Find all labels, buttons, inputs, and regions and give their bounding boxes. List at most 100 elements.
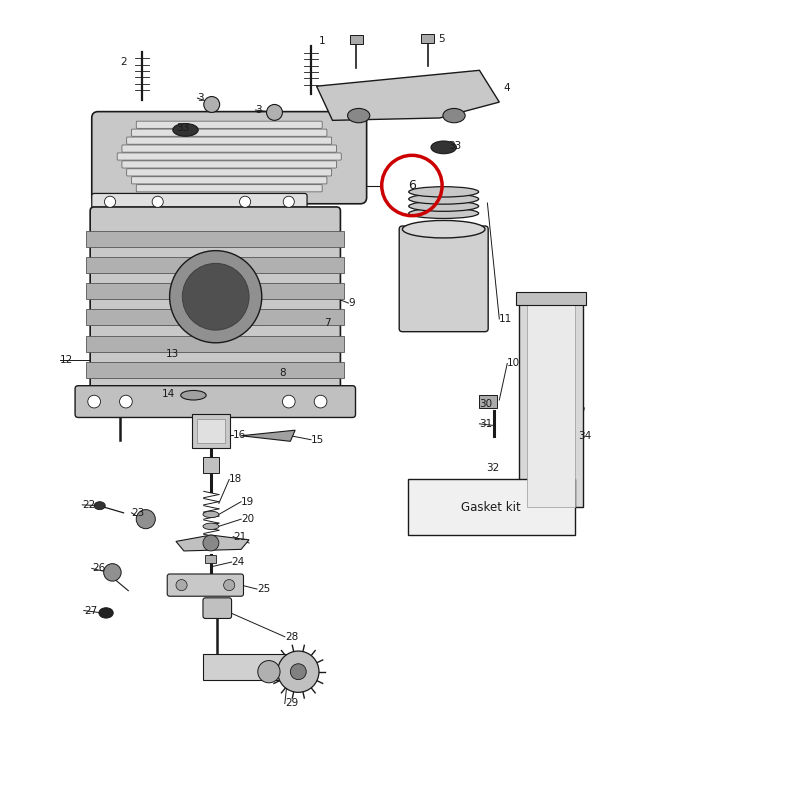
Text: 3: 3 [198, 93, 204, 103]
FancyBboxPatch shape [126, 169, 332, 176]
FancyBboxPatch shape [92, 112, 366, 204]
Bar [350, 35, 362, 44]
Text: 11: 11 [499, 314, 513, 324]
Text: 10: 10 [507, 358, 520, 369]
FancyBboxPatch shape [203, 654, 286, 680]
Text: 20: 20 [241, 514, 254, 524]
Text: 14: 14 [162, 389, 175, 398]
Bar [197, 419, 226, 443]
Text: 25: 25 [257, 584, 270, 594]
Bar [408, 479, 574, 535]
Circle shape [283, 196, 294, 207]
Text: 8: 8 [279, 368, 286, 378]
Ellipse shape [409, 201, 478, 211]
Ellipse shape [181, 390, 206, 400]
Text: 7: 7 [325, 318, 331, 328]
Text: 33: 33 [448, 141, 461, 150]
Polygon shape [317, 70, 499, 120]
FancyBboxPatch shape [75, 386, 355, 418]
Circle shape [104, 564, 121, 581]
Ellipse shape [409, 186, 478, 197]
Circle shape [266, 105, 282, 120]
Text: 3: 3 [255, 105, 262, 115]
FancyBboxPatch shape [122, 161, 337, 168]
Ellipse shape [99, 608, 114, 618]
Text: 21: 21 [233, 532, 246, 542]
Bar [479, 395, 497, 408]
Bar [206, 555, 217, 563]
Bar [422, 34, 434, 42]
Text: 1: 1 [319, 36, 326, 46]
Circle shape [152, 196, 163, 207]
Text: 33: 33 [176, 122, 190, 133]
Bar [516, 292, 586, 305]
Bar [86, 336, 344, 351]
Bar [203, 457, 219, 473]
Bar [519, 297, 582, 507]
Ellipse shape [409, 194, 478, 204]
Ellipse shape [203, 523, 219, 530]
Bar [86, 310, 344, 326]
FancyBboxPatch shape [203, 598, 231, 618]
Text: 12: 12 [60, 355, 74, 366]
Text: 18: 18 [229, 474, 242, 485]
Bar [86, 257, 344, 273]
FancyBboxPatch shape [90, 207, 341, 396]
FancyBboxPatch shape [131, 129, 327, 136]
Text: Gasket kit: Gasket kit [462, 501, 522, 514]
FancyBboxPatch shape [122, 145, 337, 152]
Text: 28: 28 [285, 632, 298, 642]
Circle shape [258, 661, 280, 683]
Text: 9: 9 [348, 298, 355, 308]
FancyBboxPatch shape [136, 121, 322, 128]
Text: 30: 30 [479, 399, 493, 409]
Text: 34: 34 [578, 430, 591, 441]
Circle shape [182, 263, 249, 330]
Circle shape [282, 395, 295, 408]
Bar [86, 283, 344, 299]
Text: 31: 31 [479, 419, 493, 429]
Ellipse shape [409, 208, 478, 218]
Circle shape [88, 395, 101, 408]
Circle shape [105, 196, 115, 207]
FancyBboxPatch shape [131, 177, 327, 184]
Circle shape [203, 535, 219, 551]
Text: 29: 29 [285, 698, 298, 709]
Ellipse shape [431, 141, 457, 154]
Ellipse shape [443, 109, 465, 122]
Text: 5: 5 [438, 34, 445, 43]
Text: 15: 15 [311, 434, 324, 445]
Circle shape [170, 250, 262, 342]
Polygon shape [241, 430, 295, 442]
Bar [192, 414, 230, 448]
Circle shape [239, 196, 250, 207]
Text: 4: 4 [503, 82, 510, 93]
Text: 6: 6 [408, 179, 416, 192]
Circle shape [224, 579, 234, 590]
FancyBboxPatch shape [92, 194, 307, 210]
Circle shape [204, 97, 220, 113]
Circle shape [176, 579, 187, 590]
Text: 26: 26 [92, 563, 105, 574]
Text: 19: 19 [241, 497, 254, 506]
Circle shape [278, 651, 319, 692]
Circle shape [314, 395, 327, 408]
FancyBboxPatch shape [126, 137, 332, 144]
FancyBboxPatch shape [136, 185, 322, 192]
Circle shape [290, 664, 306, 680]
Bar [527, 297, 574, 507]
Circle shape [119, 395, 132, 408]
Text: 2: 2 [120, 58, 127, 67]
Text: 23: 23 [131, 508, 145, 518]
Text: 16: 16 [233, 430, 246, 440]
Ellipse shape [347, 109, 370, 122]
FancyBboxPatch shape [399, 226, 488, 332]
Bar [86, 362, 344, 378]
Text: 27: 27 [84, 606, 97, 615]
FancyBboxPatch shape [167, 574, 243, 596]
Text: 32: 32 [486, 462, 499, 473]
Bar [86, 230, 344, 246]
Text: 13: 13 [166, 349, 179, 359]
Ellipse shape [203, 511, 219, 518]
Ellipse shape [173, 123, 198, 136]
